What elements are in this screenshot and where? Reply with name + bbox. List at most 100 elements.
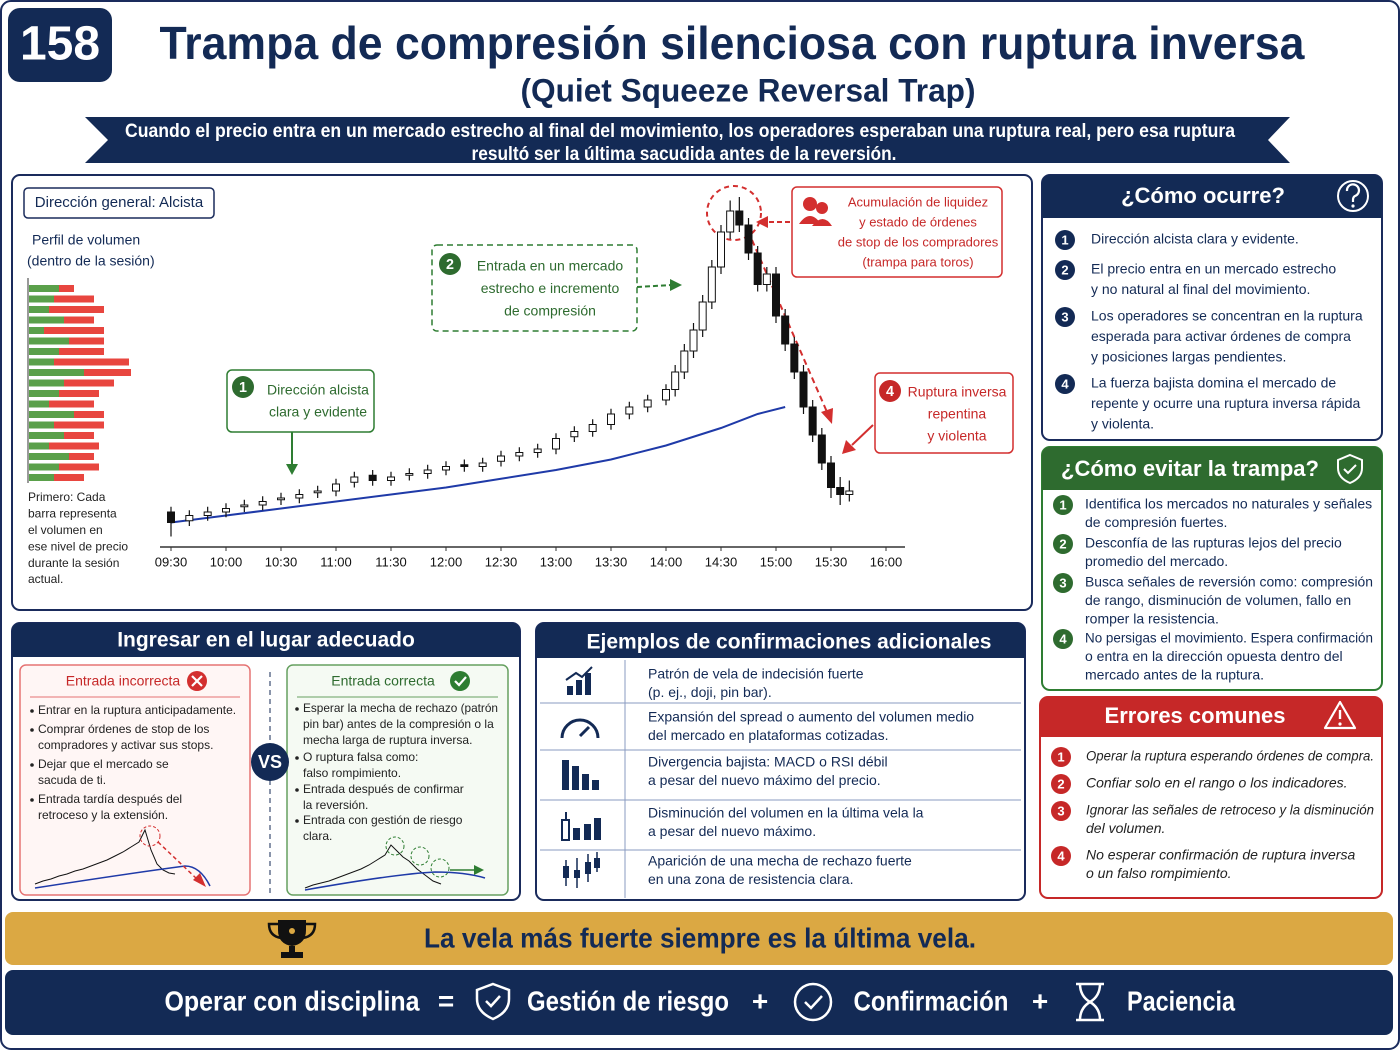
- mini-highlight: [430, 858, 450, 878]
- candle-body: [588, 424, 597, 432]
- check-icon: [454, 676, 467, 687]
- mini-average: [304, 871, 486, 891]
- number-badge: [1055, 307, 1075, 327]
- candle-body: [203, 511, 212, 516]
- item-number: 2: [1057, 776, 1064, 791]
- panel-title: Errores comunes: [1105, 703, 1286, 728]
- x-tick-label: 13:00: [540, 554, 573, 569]
- direction-box: [23, 187, 215, 219]
- candle-body: [387, 476, 395, 481]
- candle-body: [368, 474, 377, 481]
- example-text: a pesar del nuevo máximo.: [648, 823, 816, 839]
- volume-buy: [29, 463, 59, 471]
- bullet-text: Dejar que el mercado se: [38, 757, 169, 771]
- example-text: Divergencia bajista: MACD o RSI débil: [648, 754, 888, 770]
- avoid-header: [1042, 447, 1382, 490]
- subtitle: (Quiet Squeeze Reversal Trap): [521, 72, 976, 108]
- volume-sell: [59, 463, 99, 471]
- candle-body: [295, 494, 304, 499]
- panel-title: ¿Cómo evitar la trampa?: [1061, 456, 1319, 481]
- icon: [594, 818, 601, 840]
- candle-body: [258, 501, 267, 506]
- item-text: Confiar solo en el rango o los indicador…: [1086, 775, 1348, 791]
- candle-body: [707, 266, 716, 303]
- icon: [289, 928, 295, 934]
- candle-body: [817, 434, 826, 464]
- warning-icon: [1338, 722, 1342, 726]
- people-icon: [799, 216, 832, 226]
- item-text: Busca señales de reversión como: compres…: [1085, 574, 1373, 590]
- candle-body: [350, 476, 359, 483]
- mini-arrow-head: [193, 873, 206, 887]
- volume-buy: [29, 453, 69, 460]
- x-tick-label: 10:30: [265, 554, 298, 569]
- banner-text: resultó ser la última sacudida antes de …: [472, 144, 897, 165]
- warning-icon: [1323, 700, 1357, 730]
- number-badge: [1055, 260, 1075, 280]
- number-badge: [1055, 374, 1075, 394]
- icon: [585, 673, 591, 695]
- trophy-icon: [267, 920, 317, 958]
- candle-body: [753, 252, 762, 285]
- item-number: 4: [886, 384, 894, 400]
- icon: [560, 718, 600, 739]
- item-number: 3: [1061, 309, 1068, 324]
- bullet-text: clara.: [303, 829, 332, 843]
- shield-icon: [475, 982, 511, 1021]
- volume-sell: [44, 327, 104, 334]
- formula-part: Operar con disciplina: [165, 985, 420, 1016]
- annotation-box: [874, 372, 1014, 454]
- x-tick-label: 11:30: [375, 554, 407, 569]
- item-text: de rango, disminución de volumen, fallo …: [1085, 592, 1351, 608]
- annotation-box: [226, 369, 375, 433]
- item-text: No persigas el movimiento. Espera confir…: [1085, 630, 1373, 646]
- item-text: mercado antes de la ruptura.: [1085, 666, 1264, 682]
- item-text: Operar la ruptura esperando órdenes de c…: [1086, 748, 1374, 764]
- hourglass-icon: [1076, 982, 1104, 1022]
- x-tick-label: 15:00: [760, 554, 793, 569]
- x-tick-label: 09:30: [155, 554, 188, 569]
- icon: [584, 824, 591, 840]
- volume-sell: [49, 306, 104, 313]
- volume-sell: [69, 337, 104, 345]
- volume-buy: [29, 316, 64, 324]
- volume-buy: [29, 358, 54, 366]
- shield-icon: [485, 995, 501, 1008]
- question-icon: [1345, 183, 1361, 202]
- shield-icon: [1343, 464, 1357, 475]
- annotation-text: de stop de los compradores: [838, 234, 999, 249]
- mini-average: [34, 865, 211, 889]
- item-number: 4: [1061, 376, 1069, 391]
- check-icon: [793, 982, 833, 1022]
- x-tick-label: 12:00: [430, 554, 463, 569]
- bullet-text: compradores y activar sus stops.: [38, 738, 213, 752]
- x-tick-label: 11:00: [320, 554, 352, 569]
- candle-body: [423, 469, 432, 474]
- title: Trampa de compresión silenciosa con rupt…: [160, 17, 1305, 69]
- box-title: Entrada correcta: [331, 673, 435, 689]
- volume-note: ese nivel de precio: [28, 539, 128, 553]
- volume-title: Perfil de volumen: [32, 232, 140, 248]
- bullet-text: pin bar) antes de la compresión o la: [303, 717, 494, 731]
- item-text: de compresión fuertes.: [1085, 514, 1227, 530]
- volume-buy: [29, 379, 64, 387]
- bullet-text: la reversión.: [303, 798, 368, 812]
- candle-body: [240, 504, 249, 508]
- icon: [576, 680, 582, 695]
- item-text: El precio entra en un mercado estrecho: [1091, 261, 1336, 277]
- volume-sell: [54, 295, 94, 303]
- banner-text: Cuando el precio entra en un mercado est…: [125, 121, 1235, 142]
- candle-body: [332, 483, 340, 492]
- volume-buy: [29, 348, 59, 355]
- item-text: y no natural al final del movimiento.: [1091, 281, 1310, 297]
- candle-body: [698, 301, 707, 331]
- annotation-text: Ruptura inversa: [908, 384, 1007, 400]
- item-number: 2: [1059, 536, 1066, 551]
- candle-body: [717, 231, 725, 268]
- annotation-text: clara y evidente: [269, 404, 367, 420]
- arrow-head: [286, 464, 298, 475]
- mini-highlight: [410, 846, 430, 866]
- examples-header: [536, 623, 1025, 658]
- candle-body: [662, 389, 670, 401]
- icon: [572, 766, 579, 790]
